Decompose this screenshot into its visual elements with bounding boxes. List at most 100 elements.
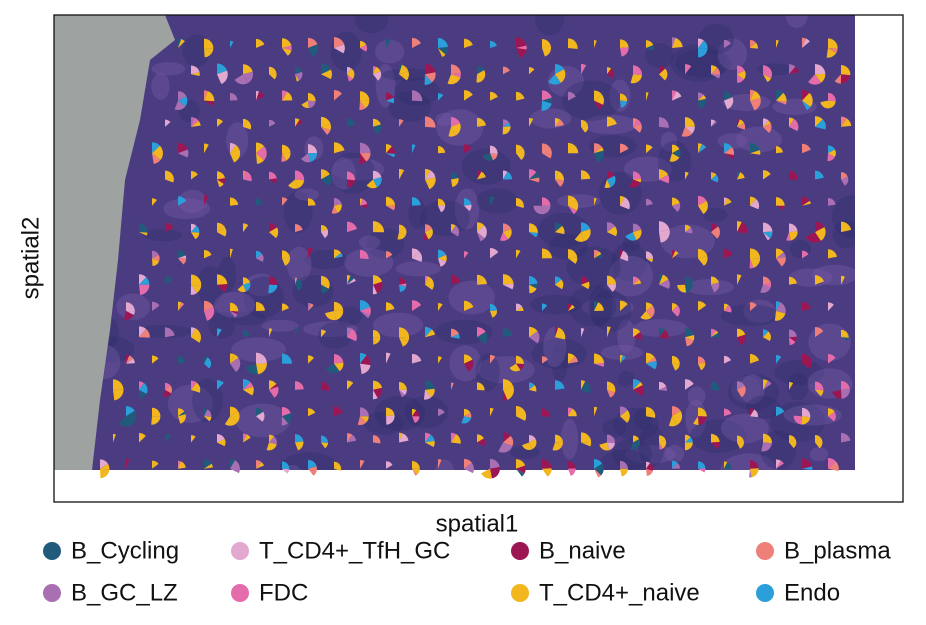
spot-wedge: [269, 222, 278, 233]
spot-wedge: [789, 170, 798, 180]
spot-wedge: [529, 284, 537, 294]
spot-wedge: [581, 222, 591, 233]
spot-wedge: [503, 229, 512, 240]
spot-wedge: [178, 38, 182, 48]
spot-wedge: [334, 90, 342, 101]
spot-wedge: [191, 223, 197, 233]
spot-wedge: [321, 284, 329, 294]
spot-wedge: [451, 382, 454, 390]
spot-wedge: [139, 433, 146, 443]
spot-wedge: [568, 205, 577, 215]
tissue-blob: [395, 261, 441, 277]
spot-wedge: [399, 389, 407, 396]
tissue-blob: [702, 207, 728, 223]
spot-wedge: [711, 282, 720, 293]
spot-wedge: [750, 42, 758, 49]
tissue-blob: [358, 235, 381, 250]
spot-wedge: [776, 205, 785, 211]
spot-wedge: [607, 382, 616, 393]
spot-wedge: [529, 172, 540, 180]
spot-wedge: [482, 153, 493, 161]
spot-wedge: [711, 381, 720, 391]
spot-wedge: [217, 434, 225, 443]
spot-wedge: [685, 171, 689, 180]
spot-wedge: [646, 45, 654, 51]
spot-wedge: [334, 362, 344, 372]
spot-wedge: [763, 380, 772, 390]
spot-wedge: [282, 256, 291, 266]
spot-wedge: [477, 277, 487, 285]
spot-wedge: [113, 433, 116, 443]
spot-wedge: [633, 435, 640, 443]
spot-wedge: [516, 465, 526, 474]
spot-wedge: [295, 119, 303, 127]
spot-wedge: [789, 118, 799, 132]
spot-wedge: [256, 91, 265, 101]
spot-wedge: [165, 433, 171, 443]
spot-wedge: [243, 433, 247, 443]
spot-wedge: [308, 100, 316, 109]
spot-wedge: [165, 119, 171, 127]
spot-wedge: [295, 441, 304, 451]
spot-wedge: [373, 221, 380, 233]
spot-wedge: [763, 379, 768, 390]
spot-wedge: [399, 327, 410, 338]
spot-wedge: [282, 152, 291, 161]
spot-wedge: [789, 337, 796, 346]
spot-wedge: [347, 433, 353, 443]
spot-wedge: [243, 170, 247, 180]
spots: [100, 37, 852, 479]
spot-wedge: [672, 149, 681, 158]
spot-wedge: [360, 459, 365, 469]
spot-wedge: [503, 378, 514, 390]
spot-wedge: [750, 408, 755, 417]
spot-wedge: [763, 65, 767, 75]
spot-wedge: [568, 407, 573, 417]
spot-wedge: [230, 458, 236, 469]
spot-wedge: [425, 168, 431, 180]
spot-wedge: [698, 40, 708, 50]
spot-wedge: [841, 388, 850, 399]
spot-wedge: [555, 276, 562, 285]
spot-wedge: [815, 116, 823, 127]
spot-wedge: [334, 44, 345, 54]
spot-wedge: [568, 353, 576, 364]
spot-wedge: [737, 381, 745, 390]
spot-wedge: [724, 305, 732, 313]
spot-wedge: [139, 326, 146, 338]
spot-wedge: [750, 98, 761, 111]
spot-wedge: [372, 284, 378, 295]
spot-wedge: [646, 468, 653, 476]
spot-wedge: [360, 204, 368, 208]
spot-wedge: [490, 145, 498, 155]
spot-wedge: [509, 363, 521, 372]
spot-wedge: [386, 302, 395, 311]
spot-wedge: [802, 143, 811, 154]
spot-wedge: [438, 302, 443, 311]
spot-wedge: [139, 232, 148, 236]
spot-wedge: [490, 248, 499, 259]
spot-wedge: [555, 222, 559, 233]
spot-wedge: [191, 380, 197, 390]
spot-wedge: [724, 153, 734, 160]
spot-wedge: [464, 458, 472, 469]
spot-wedge: [815, 381, 824, 391]
spot-wedge: [815, 435, 821, 443]
spot-wedge: [646, 352, 655, 364]
spot-wedge: [438, 408, 445, 417]
spot-wedge: [774, 311, 786, 321]
spot-wedge: [555, 179, 564, 187]
spot-wedge: [737, 171, 741, 180]
spot-wedge: [204, 48, 214, 54]
spot-wedge: [412, 90, 423, 102]
spot-wedge: [165, 222, 174, 233]
spot-wedge: [620, 406, 628, 417]
spot-wedge: [659, 386, 667, 391]
spot-wedge: [490, 467, 500, 479]
spot-wedge: [750, 258, 761, 268]
spot-wedge: [230, 406, 238, 417]
spot-wedge: [399, 432, 403, 443]
spot-wedge: [630, 442, 640, 450]
spot-wedge: [581, 119, 588, 127]
spot-wedge: [763, 118, 769, 127]
